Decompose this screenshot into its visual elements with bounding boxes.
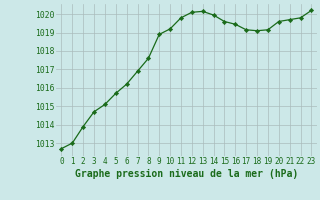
X-axis label: Graphe pression niveau de la mer (hPa): Graphe pression niveau de la mer (hPa) [75,169,298,179]
